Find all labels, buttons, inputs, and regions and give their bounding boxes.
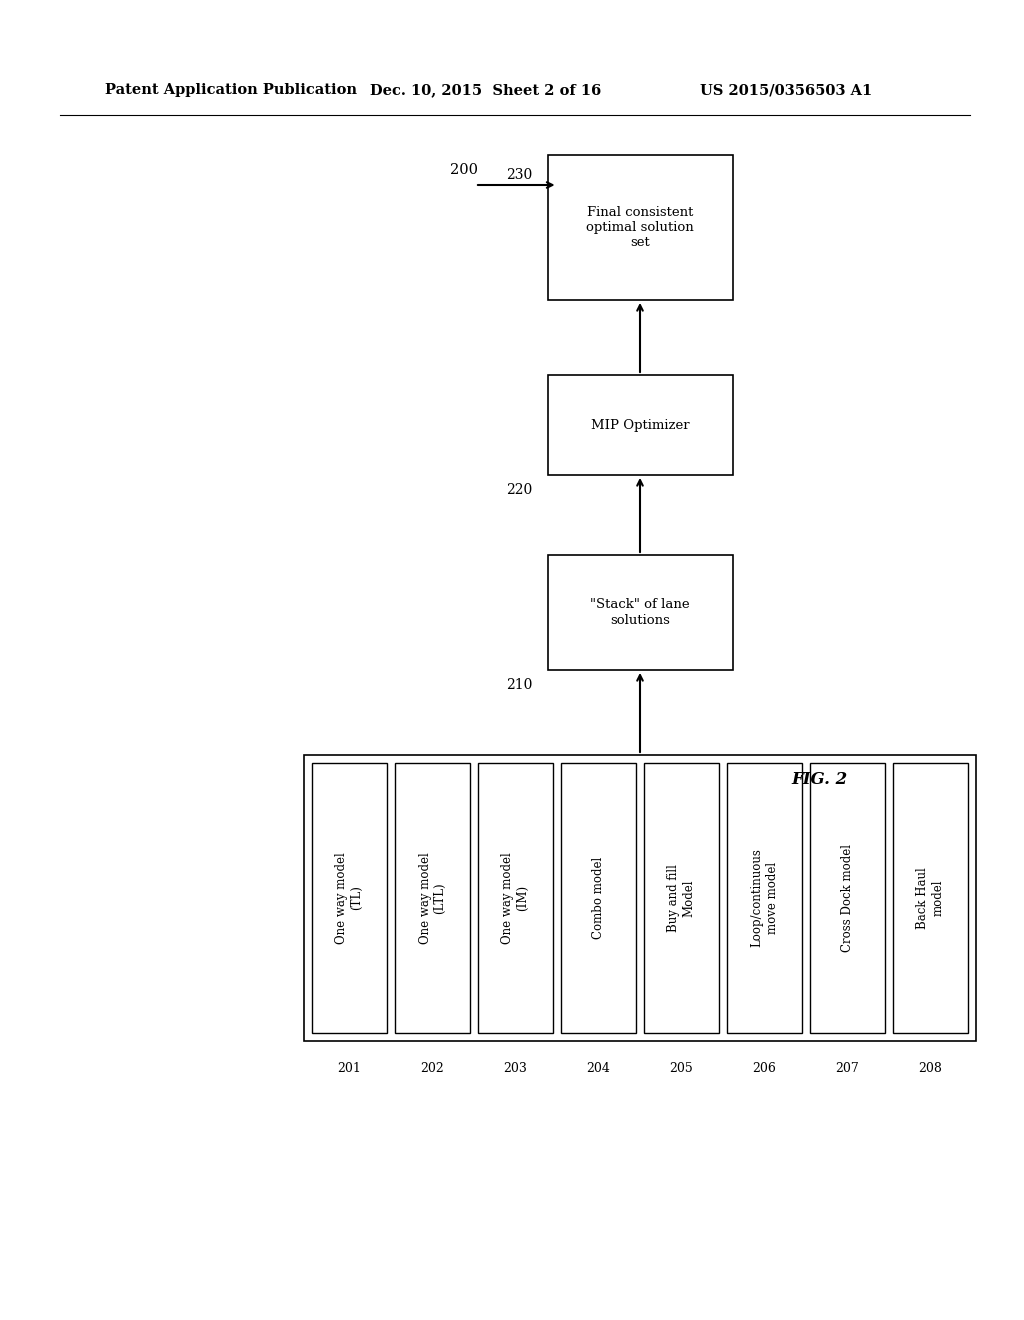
Text: 203: 203 <box>504 1063 527 1076</box>
Text: 206: 206 <box>753 1063 776 1076</box>
Bar <box>644 763 719 1034</box>
Bar <box>810 763 885 1034</box>
Bar <box>727 763 802 1034</box>
Text: Buy and fill
Model: Buy and fill Model <box>668 865 695 932</box>
Text: 210: 210 <box>506 678 532 692</box>
Bar <box>478 763 553 1034</box>
Text: Final consistent
optimal solution
set: Final consistent optimal solution set <box>586 206 694 249</box>
Bar <box>561 763 636 1034</box>
Text: Dec. 10, 2015  Sheet 2 of 16: Dec. 10, 2015 Sheet 2 of 16 <box>370 83 601 96</box>
Bar <box>312 763 387 1034</box>
Bar <box>304 755 976 1041</box>
Text: "Stack" of lane
solutions: "Stack" of lane solutions <box>590 598 690 627</box>
Bar <box>548 375 732 475</box>
Text: Back Haul
model: Back Haul model <box>916 867 944 929</box>
Text: MIP Optimizer: MIP Optimizer <box>591 418 689 432</box>
Text: Combo model: Combo model <box>592 857 605 939</box>
Text: 230: 230 <box>506 168 532 182</box>
Bar <box>395 763 470 1034</box>
Text: FIG. 2: FIG. 2 <box>792 771 848 788</box>
Text: 202: 202 <box>421 1063 444 1076</box>
Text: Cross Dock model: Cross Dock model <box>841 843 854 952</box>
Text: 208: 208 <box>919 1063 942 1076</box>
Text: 200: 200 <box>450 162 478 177</box>
Text: One way model
(TL): One way model (TL) <box>336 853 364 944</box>
Text: One way model
(LTL): One way model (LTL) <box>419 853 446 944</box>
Text: 205: 205 <box>670 1063 693 1076</box>
Text: 220: 220 <box>506 483 532 498</box>
Bar <box>893 763 968 1034</box>
Text: 207: 207 <box>836 1063 859 1076</box>
Text: One way model
(IM): One way model (IM) <box>502 853 529 944</box>
Bar <box>548 554 732 671</box>
Bar <box>548 154 732 300</box>
Text: 204: 204 <box>587 1063 610 1076</box>
Text: Patent Application Publication: Patent Application Publication <box>105 83 357 96</box>
Text: Loop/continuous
move model: Loop/continuous move model <box>751 849 778 948</box>
Text: 201: 201 <box>338 1063 361 1076</box>
Text: US 2015/0356503 A1: US 2015/0356503 A1 <box>700 83 872 96</box>
